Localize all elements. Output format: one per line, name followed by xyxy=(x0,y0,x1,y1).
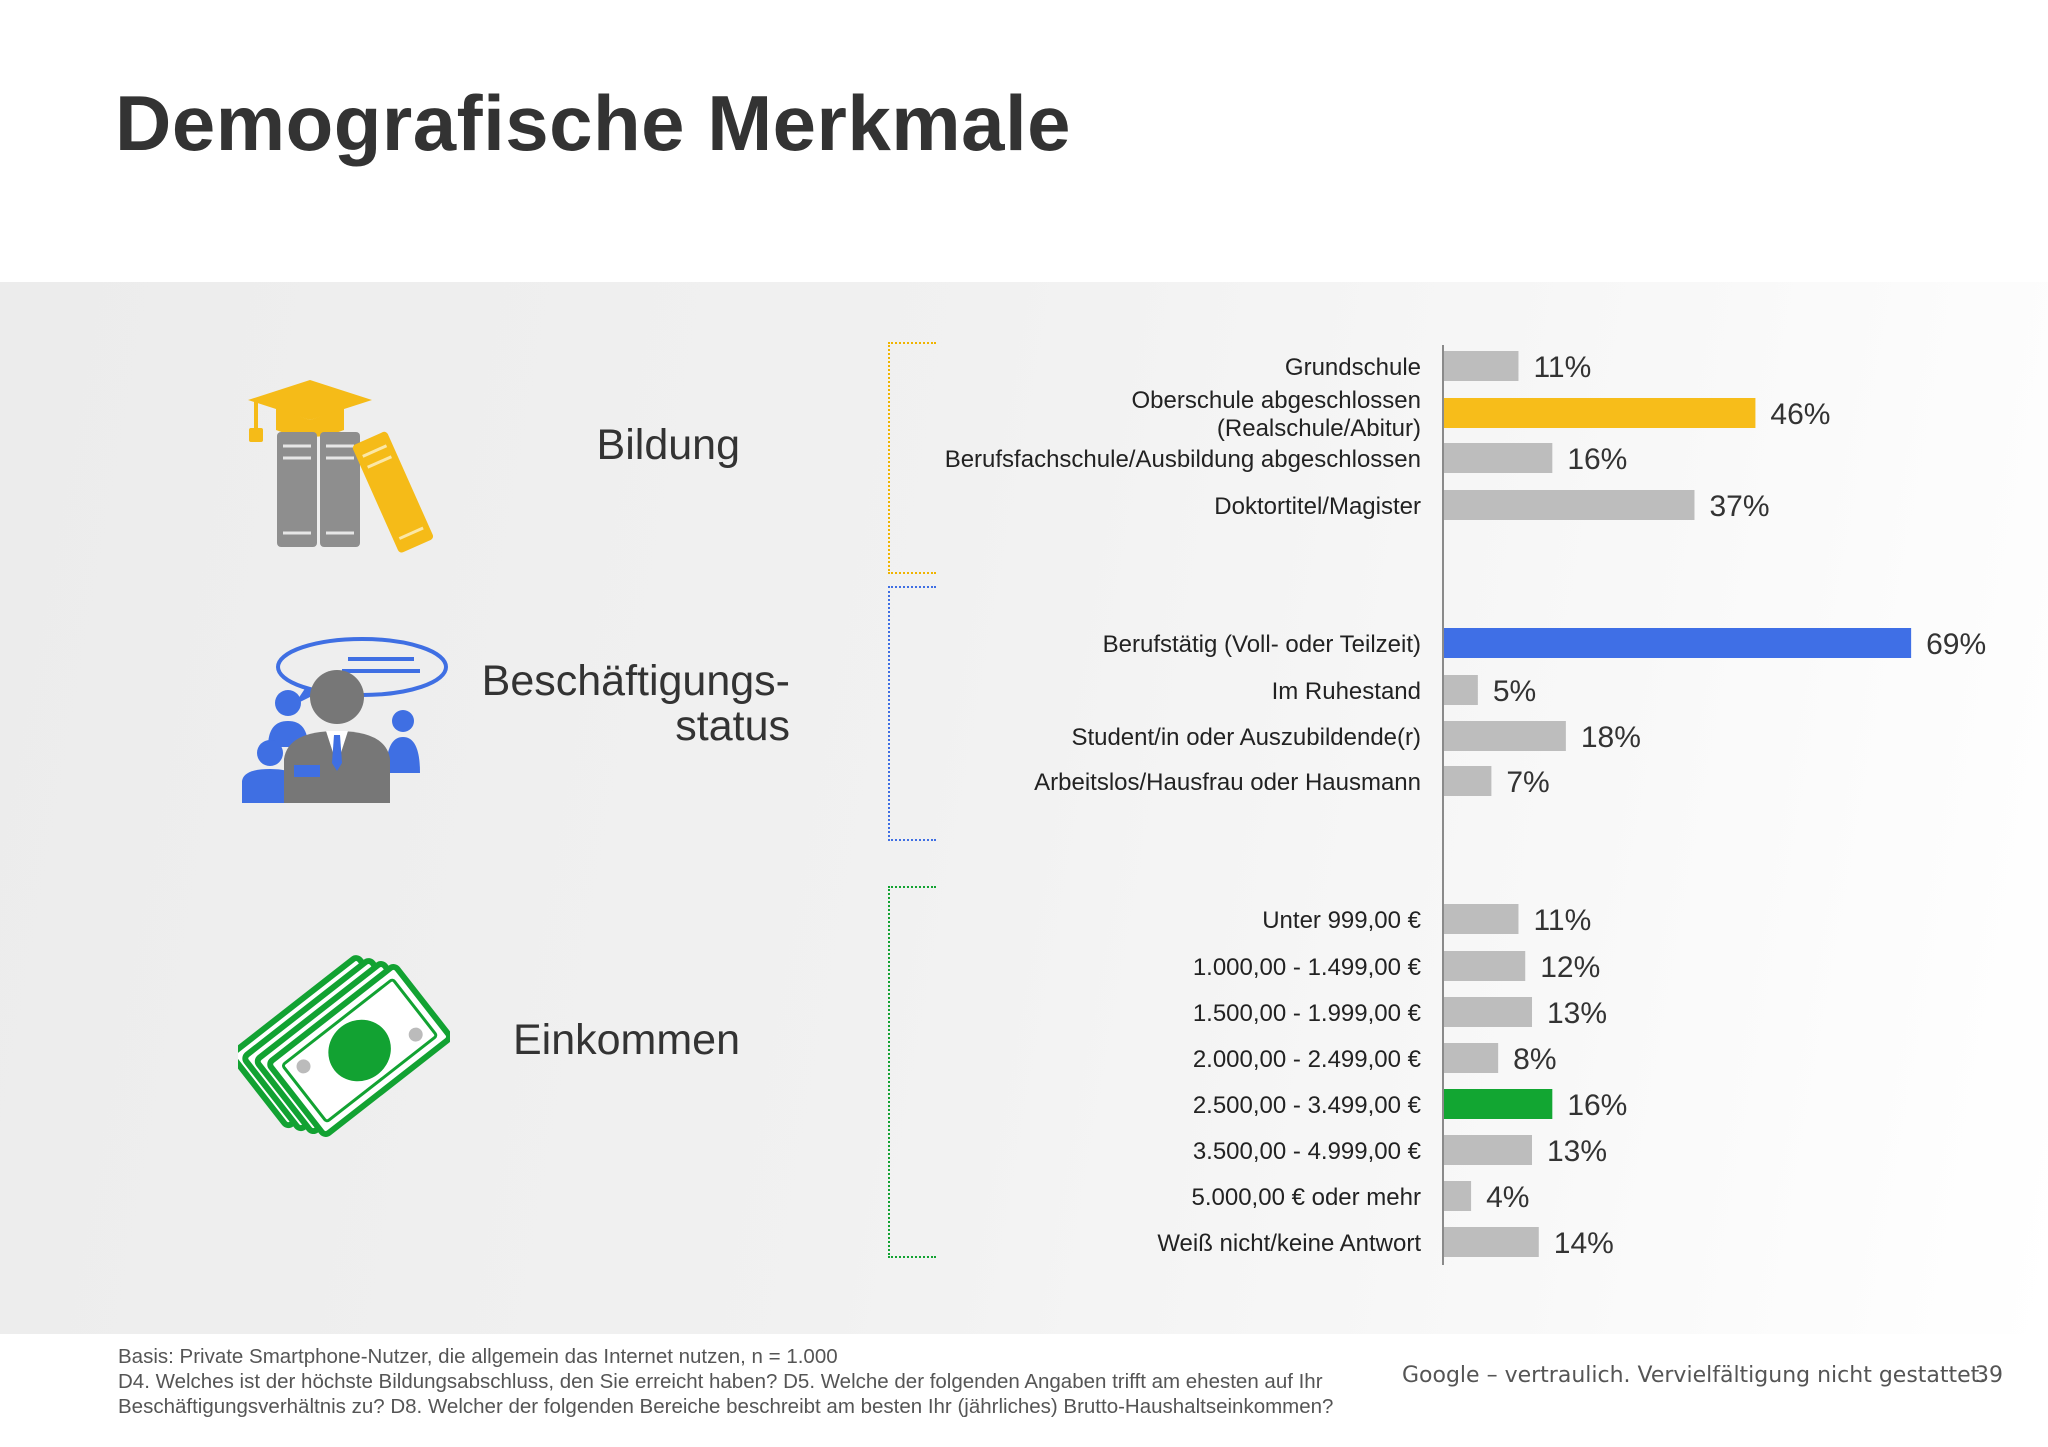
bracket-beschaeftigung xyxy=(888,586,936,841)
bar xyxy=(1444,1089,1553,1119)
confidential-note: Google – vertraulich. Vervielfältigung n… xyxy=(1402,1363,1987,1388)
bar xyxy=(1444,628,1912,658)
page-number: 39 xyxy=(1975,1363,2003,1388)
bracket-einkommen xyxy=(888,886,936,1258)
data-label: 14% xyxy=(1554,1227,1614,1260)
page-title: Demografische Merkmale xyxy=(115,79,1072,167)
bar xyxy=(1444,721,1566,751)
bar xyxy=(1444,1227,1539,1257)
category-label: (Realschule/Abitur) xyxy=(1217,415,1421,442)
bar xyxy=(1444,904,1519,934)
money-bills-icon xyxy=(238,955,450,1137)
data-label: 7% xyxy=(1506,766,1549,799)
category-label: Oberschule abgeschlossen xyxy=(1131,387,1421,414)
group-label-beschaeftigung: Beschäftigungs-status xyxy=(440,659,790,749)
data-label: 4% xyxy=(1486,1181,1529,1214)
group-label-beschaeftigung-text: Beschäftigungs-status xyxy=(481,657,790,750)
data-label: 16% xyxy=(1567,443,1627,476)
category-label: Student/in oder Auszubildende(r) xyxy=(1071,724,1421,751)
category-label: 3.500,00 - 4.999,00 € xyxy=(1193,1138,1422,1165)
data-label: 16% xyxy=(1567,1089,1627,1122)
bar xyxy=(1444,490,1695,520)
bar xyxy=(1444,951,1526,981)
category-label: 2.000,00 - 2.499,00 € xyxy=(1193,1046,1422,1073)
category-label: Unter 999,00 € xyxy=(1262,907,1421,934)
data-label: 8% xyxy=(1513,1043,1556,1076)
data-label: 69% xyxy=(1926,628,1986,661)
category-label: Berufstätig (Voll- oder Teilzeit) xyxy=(1103,631,1421,658)
business-people-icon xyxy=(242,637,448,803)
category-label: 2.500,00 - 3.499,00 € xyxy=(1193,1092,1422,1119)
data-label: 13% xyxy=(1547,997,1607,1030)
category-label: Doktortitel/Magister xyxy=(1214,493,1421,520)
category-label: 5.000,00 € oder mehr xyxy=(1192,1184,1422,1211)
category-label: Im Ruhestand xyxy=(1272,678,1421,705)
data-label: 46% xyxy=(1770,398,1830,431)
bar xyxy=(1444,675,1478,705)
data-label: 13% xyxy=(1547,1135,1607,1168)
bar xyxy=(1444,443,1553,473)
category-label: Arbeitslos/Hausfrau oder Hausmann xyxy=(1034,769,1421,796)
data-label: 11% xyxy=(1533,904,1591,937)
footnote-questions: D4. Welches ist der höchste Bildungsabsc… xyxy=(118,1370,1334,1418)
bar xyxy=(1444,398,1756,428)
bar xyxy=(1444,1181,1472,1211)
bracket-bildung xyxy=(888,342,936,574)
bar xyxy=(1444,351,1519,381)
footnote-basis: Basis: Private Smartphone-Nutzer, die al… xyxy=(118,1345,838,1368)
graduation-books-icon xyxy=(248,380,434,553)
footnote: Basis: Private Smartphone-Nutzer, die al… xyxy=(118,1344,1358,1419)
data-label: 37% xyxy=(1709,490,1769,523)
bar xyxy=(1444,1043,1499,1073)
group-label-bildung: Bildung xyxy=(596,421,740,469)
bar xyxy=(1444,1135,1533,1165)
data-label: 11% xyxy=(1533,351,1591,384)
category-label: 1.000,00 - 1.499,00 € xyxy=(1193,954,1422,981)
category-label: Weiß nicht/keine Antwort xyxy=(1157,1230,1421,1257)
data-label: 12% xyxy=(1540,951,1600,984)
category-label: Grundschule xyxy=(1285,354,1421,381)
group-label-einkommen: Einkommen xyxy=(512,1016,740,1064)
bar xyxy=(1444,997,1533,1027)
bar-chart: 11% Grundschule 46% Oberschule abgeschlosse… xyxy=(945,345,1986,1265)
data-label: 18% xyxy=(1581,721,1641,754)
category-label: 1.500,00 - 1.999,00 € xyxy=(1193,1000,1422,1027)
category-label: Berufsfachschule/Ausbildung abgeschlosse… xyxy=(945,446,1421,473)
bar xyxy=(1444,766,1492,796)
data-label: 5% xyxy=(1493,675,1536,708)
